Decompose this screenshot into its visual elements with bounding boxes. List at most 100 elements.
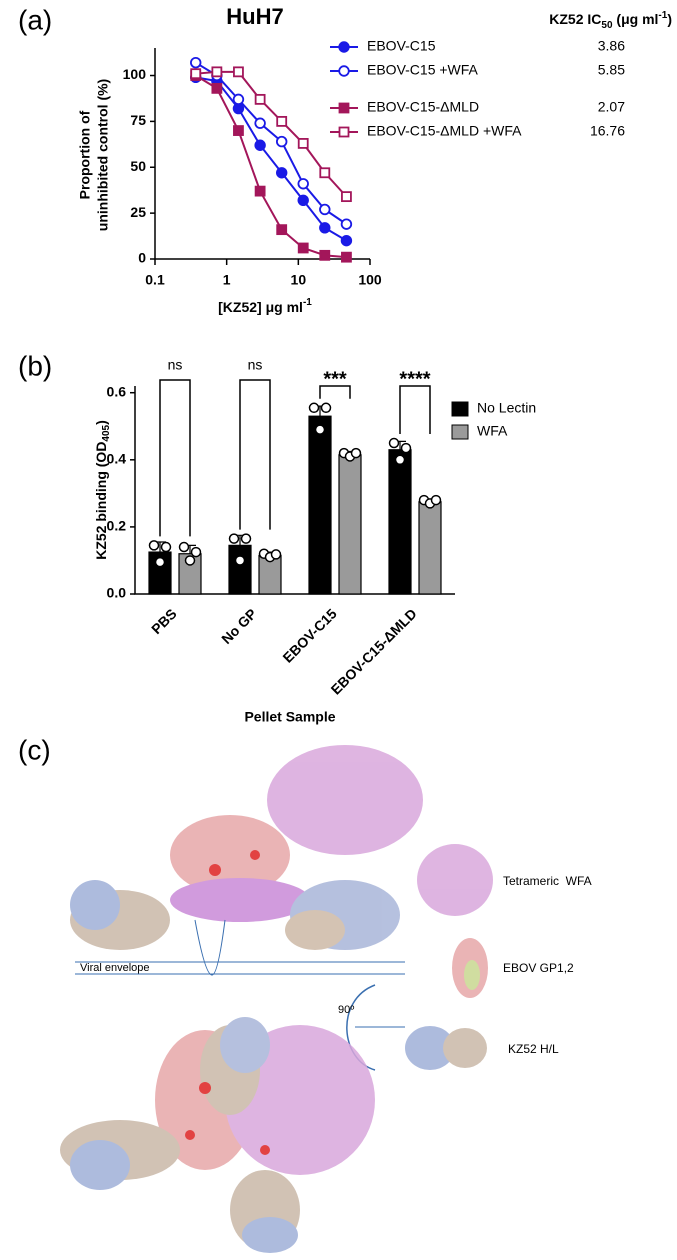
point — [297, 138, 309, 149]
structure-legend-label: EBOV GP1,2 — [503, 961, 574, 975]
point — [254, 185, 266, 197]
replicate-point — [184, 555, 196, 566]
structure-top — [70, 745, 423, 950]
point — [233, 66, 244, 78]
bar — [228, 544, 252, 595]
significance-label: ns — [248, 357, 263, 373]
replicate-point — [234, 555, 246, 566]
legend-structures — [405, 844, 493, 1070]
significance-bracket — [319, 385, 351, 399]
point — [319, 203, 331, 216]
y-axis-label-end: ) — [93, 420, 109, 425]
ic50-header: KZ52 IC50 (μg ml-1) — [549, 10, 672, 31]
y-tick-label: 100 — [123, 66, 147, 82]
ic50-value: 16.76 — [590, 123, 625, 139]
structure-legend-label: Tetrameric WFA — [503, 874, 592, 888]
point — [319, 249, 331, 261]
legend-label: EBOV-C15-ΔMLD +WFA — [367, 123, 522, 139]
replicate-point — [240, 533, 252, 544]
x-tick-label: 100 — [358, 272, 382, 288]
significance-label: *** — [323, 368, 347, 390]
x-axis-label-text: [KZ52] μg ml — [218, 299, 303, 315]
point — [276, 115, 288, 127]
replicate-point — [270, 549, 282, 560]
y-tick-label: 0.6 — [107, 383, 127, 399]
x-tick-label: 0.1 — [145, 272, 165, 288]
bar — [388, 449, 412, 595]
viral-envelope — [75, 919, 405, 976]
point — [275, 135, 288, 148]
ic50-header-text: KZ52 IC — [549, 11, 601, 27]
legend-label: WFA — [477, 423, 508, 439]
significance-label: **** — [399, 368, 430, 390]
replicate-point — [190, 546, 202, 558]
point — [297, 242, 309, 254]
point — [190, 56, 202, 69]
y-tick-label: 0 — [138, 250, 146, 266]
legend-marker — [338, 102, 350, 114]
point — [297, 194, 309, 206]
replicate-point — [148, 540, 160, 551]
replicate-point — [430, 494, 442, 506]
axis — [154, 48, 370, 260]
replicate-point — [400, 442, 412, 454]
replicate-point — [154, 556, 166, 568]
point — [211, 82, 223, 94]
y-tick-label: 0.4 — [107, 451, 127, 467]
replicate-point — [160, 541, 172, 553]
rotation-label: 90º — [338, 1004, 354, 1016]
replicate-point — [320, 402, 332, 414]
fit-line — [195, 76, 347, 242]
replicate-point — [308, 402, 320, 414]
y-tick-label: 0.2 — [107, 518, 127, 534]
ic50-header-end: ) — [667, 11, 672, 27]
bar — [418, 501, 442, 595]
x-tick-label: 10 — [291, 272, 307, 288]
structure-legend-label: KZ52 H/L — [508, 1042, 559, 1056]
significance-bracket — [399, 385, 431, 435]
ic50-value: 2.07 — [598, 99, 625, 115]
ic50-value: 3.86 — [598, 38, 625, 54]
point — [232, 93, 245, 106]
legend-label: EBOV-C15 +WFA — [367, 62, 479, 78]
ic50-header-mid: (μg ml — [613, 11, 659, 27]
y-axis-label-sub: 405 — [101, 424, 112, 441]
point — [190, 68, 202, 80]
y-axis-label: Proportion of — [77, 110, 93, 199]
point — [341, 191, 352, 203]
point — [275, 167, 288, 179]
x-axis-label: [KZ52] μg ml-1 — [218, 297, 312, 315]
point — [232, 102, 245, 115]
ic50-header-sub: 50 — [601, 20, 613, 31]
significance-bracket — [239, 379, 271, 530]
y-axis-label-text: KZ52 binding (OD — [93, 442, 109, 560]
bar — [338, 454, 362, 595]
y-axis-label: KZ52 binding (OD405) — [93, 420, 112, 560]
panel-label: (b) — [18, 350, 52, 381]
panel-label: (a) — [18, 4, 52, 35]
x-tick-label: EBOV-C15-ΔMLD — [328, 605, 420, 697]
legend-swatch — [451, 401, 469, 417]
point — [319, 167, 331, 179]
replicate-point — [314, 424, 326, 435]
replicate-point — [178, 541, 190, 553]
panel-label: (c) — [18, 734, 51, 765]
x-tick-label: PBS — [148, 605, 180, 637]
point — [341, 251, 352, 263]
legend-marker — [338, 65, 350, 77]
point — [319, 222, 331, 234]
significance-label: ns — [168, 357, 183, 373]
legend-label: No Lectin — [477, 400, 536, 416]
y-tick-label: 75 — [130, 112, 146, 128]
point — [254, 93, 266, 105]
x-tick-label: 1 — [223, 272, 231, 288]
y-tick-label: 25 — [130, 204, 146, 220]
y-axis-label: uninhibited control (%) — [95, 79, 111, 231]
legend-swatch — [451, 424, 469, 440]
significance-bracket — [159, 379, 191, 537]
point — [254, 117, 266, 129]
y-tick-label: 0.0 — [107, 585, 127, 601]
point — [254, 139, 266, 151]
legend-label: EBOV-C15 — [367, 38, 436, 54]
